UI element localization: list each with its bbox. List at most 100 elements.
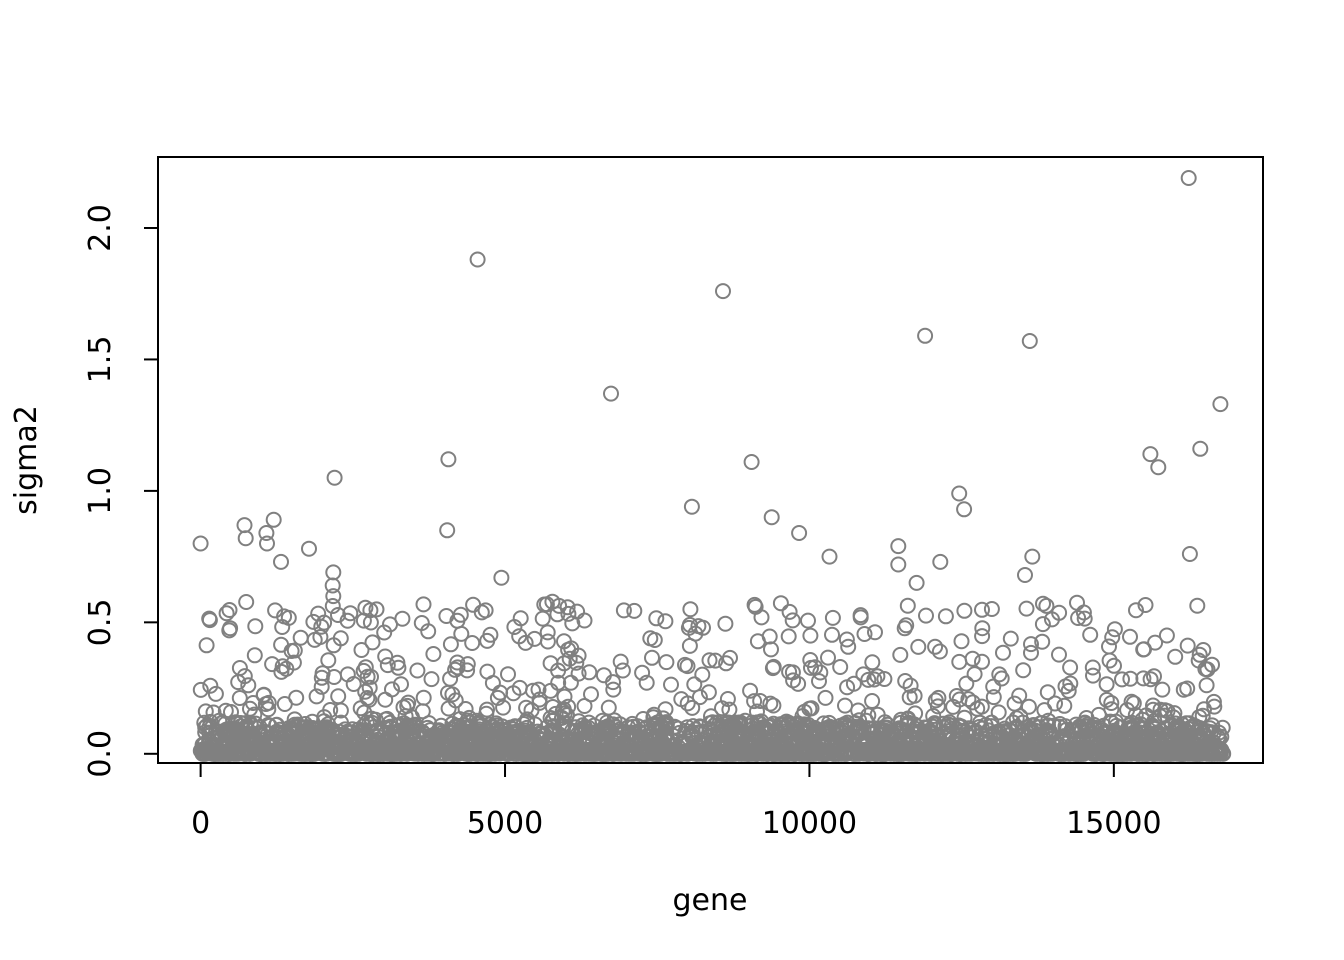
- data-point: [555, 701, 572, 718]
- data-point: [648, 610, 665, 627]
- data-point: [677, 722, 694, 739]
- data-point: [1017, 567, 1033, 583]
- data-point: [1039, 684, 1056, 701]
- y-axis-label: sigma2: [9, 405, 44, 515]
- data-point: [325, 564, 342, 581]
- data-point: [265, 511, 282, 528]
- data-point: [207, 685, 224, 702]
- data-point: [281, 745, 298, 762]
- data-point: [846, 735, 863, 752]
- data-point: [326, 469, 343, 486]
- data-point: [423, 671, 440, 688]
- data-point: [394, 610, 411, 627]
- data-point: [581, 664, 598, 681]
- data-point: [539, 633, 556, 650]
- data-point: [205, 704, 222, 721]
- data-point: [240, 677, 257, 694]
- data-point: [264, 656, 281, 673]
- data-point: [1119, 702, 1136, 718]
- x-tick-label: 5000: [467, 806, 543, 841]
- data-point: [359, 668, 376, 685]
- data-point: [393, 676, 409, 693]
- data-point: [911, 724, 928, 741]
- data-point: [910, 638, 927, 655]
- data-point: [439, 522, 456, 539]
- data-point: [953, 633, 970, 650]
- data-point: [247, 618, 264, 635]
- data-point: [1011, 687, 1028, 704]
- data-point: [377, 648, 394, 665]
- data-point: [324, 598, 341, 614]
- data-point: [1210, 724, 1227, 741]
- data-point: [807, 745, 823, 762]
- data-point: [1122, 628, 1138, 645]
- data-point: [492, 684, 509, 701]
- data-point: [517, 634, 534, 651]
- data-point: [414, 745, 431, 762]
- data-point: [780, 628, 797, 645]
- data-point: [1098, 691, 1115, 708]
- data-point: [897, 673, 914, 689]
- data-point: [346, 745, 363, 762]
- data-point: [765, 697, 782, 714]
- data-point: [652, 722, 669, 739]
- data-point: [1142, 446, 1159, 463]
- data-point: [673, 691, 690, 708]
- data-point: [325, 588, 342, 605]
- data-point: [1158, 627, 1175, 644]
- data-point: [1195, 642, 1212, 658]
- data-point: [449, 745, 466, 762]
- data-point: [878, 719, 895, 736]
- data-point: [1198, 723, 1215, 739]
- data-point: [960, 691, 977, 708]
- data-point: [1198, 677, 1215, 694]
- data-point: [550, 674, 567, 691]
- data-point: [951, 485, 968, 502]
- data-point: [333, 714, 349, 731]
- data-point: [1106, 621, 1123, 638]
- data-point: [695, 619, 711, 636]
- data-point: [932, 553, 949, 570]
- data-point: [192, 681, 209, 698]
- data-point: [465, 744, 482, 761]
- data-point: [442, 670, 459, 687]
- data-point: [707, 745, 724, 762]
- data-point: [410, 723, 427, 739]
- data-point: [700, 684, 717, 701]
- data-point: [231, 660, 248, 676]
- data-point: [715, 283, 731, 300]
- data-point: [824, 626, 840, 643]
- data-point: [828, 745, 845, 762]
- data-point: [718, 745, 735, 762]
- data-point: [948, 688, 965, 704]
- data-point: [710, 742, 727, 759]
- data-point: [673, 744, 689, 760]
- data-point: [861, 745, 878, 762]
- data-point: [515, 716, 532, 732]
- x-tick-label: 0: [191, 806, 210, 841]
- data-point: [572, 742, 589, 759]
- data-point: [556, 688, 573, 705]
- data-point: [221, 622, 238, 639]
- data-point: [1122, 670, 1139, 687]
- data-point: [772, 595, 789, 612]
- data-point: [663, 676, 679, 693]
- data-point: [590, 741, 606, 758]
- data-point: [908, 574, 925, 591]
- data-point: [761, 628, 778, 645]
- data-point: [964, 650, 981, 667]
- data-point: [580, 714, 597, 731]
- data-point: [1180, 170, 1197, 186]
- data-point: [840, 638, 857, 655]
- data-point: [459, 662, 476, 679]
- data-point: [817, 689, 834, 706]
- data-point: [1205, 693, 1222, 710]
- data-point: [273, 636, 290, 653]
- data-point: [314, 665, 331, 682]
- data-point: [542, 655, 559, 672]
- data-point: [230, 742, 246, 758]
- data-point: [192, 535, 209, 552]
- data-point: [257, 696, 274, 712]
- data-point: [615, 602, 632, 619]
- data-point: [931, 643, 948, 660]
